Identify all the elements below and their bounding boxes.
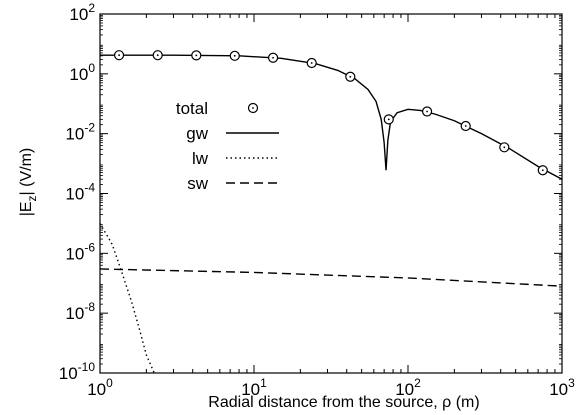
y-tick-label: 10-8 — [65, 300, 95, 323]
data-point-center-total — [388, 118, 390, 120]
series-line-gw — [100, 55, 562, 179]
y-tick-label-exp: -4 — [84, 181, 95, 195]
plot-marks — [100, 51, 562, 373]
x-tick-label: 100 — [87, 376, 113, 399]
series-line-lw — [100, 223, 154, 373]
data-point-center-total — [157, 54, 159, 56]
y-tick-label: 10-4 — [65, 181, 95, 204]
y-tick-label: 10-6 — [65, 240, 95, 263]
y-axis-title-main: |E — [18, 201, 35, 216]
y-tick-label-base: 10 — [65, 125, 84, 144]
data-point-center-total — [349, 76, 351, 78]
y-tick-label-exp: -6 — [84, 240, 95, 254]
data-point-center-total — [311, 62, 313, 64]
y-tick-label-exp: -2 — [84, 121, 95, 135]
y-tick-label: 10-2 — [65, 121, 95, 144]
x-tick-label-exp: 0 — [106, 376, 113, 390]
y-tick-label-base: 10 — [65, 304, 84, 323]
y-tick-label-base: 10 — [65, 244, 84, 263]
y-tick-label-base: 10 — [59, 364, 78, 383]
y-tick-label-exp: -10 — [78, 360, 96, 374]
x-axis-title: Radial distance from the source, ρ (m) — [208, 394, 479, 411]
y-tick-label-base: 10 — [69, 5, 88, 24]
y-tick-label: 100 — [69, 61, 95, 84]
x-tick-label-exp: 3 — [568, 376, 575, 390]
y-tick-label-exp: 0 — [88, 61, 95, 75]
x-tick-label-base: 10 — [549, 380, 568, 399]
y-tick-label-base: 10 — [69, 65, 88, 84]
data-point-center-total — [118, 54, 120, 56]
y-tick-label-exp: -8 — [84, 300, 95, 314]
x-tick-label-exp: 1 — [260, 376, 267, 390]
data-point-center-total — [542, 169, 544, 171]
series-line-sw — [100, 269, 562, 286]
data-point-center-total — [465, 125, 467, 127]
x-tick-label-base: 10 — [87, 380, 106, 399]
data-point-center-total — [195, 54, 197, 56]
y-tick-label: 102 — [69, 1, 95, 24]
legend-label-total: total — [176, 99, 208, 118]
legend-label-sw: sw — [187, 174, 209, 193]
legend-label-gw: gw — [186, 124, 208, 143]
legend-label-lw: lw — [192, 149, 209, 168]
legend: total gw lw sw — [176, 99, 279, 193]
legend-marker-center-total — [252, 107, 254, 109]
data-point-center-total — [272, 57, 274, 59]
x-tick-label-exp: 2 — [414, 376, 421, 390]
data-point-center-total — [234, 55, 236, 57]
data-point-center-total — [503, 146, 505, 148]
y-tick-label-exp: 2 — [88, 1, 95, 15]
data-point-center-total — [426, 111, 428, 113]
y-axis-title: |Ez| (V/m) — [18, 148, 39, 217]
y-axis-title-rest: | (V/m) — [18, 148, 35, 196]
y-tick-label-base: 10 — [65, 185, 84, 204]
x-tick-label: 103 — [549, 376, 575, 399]
